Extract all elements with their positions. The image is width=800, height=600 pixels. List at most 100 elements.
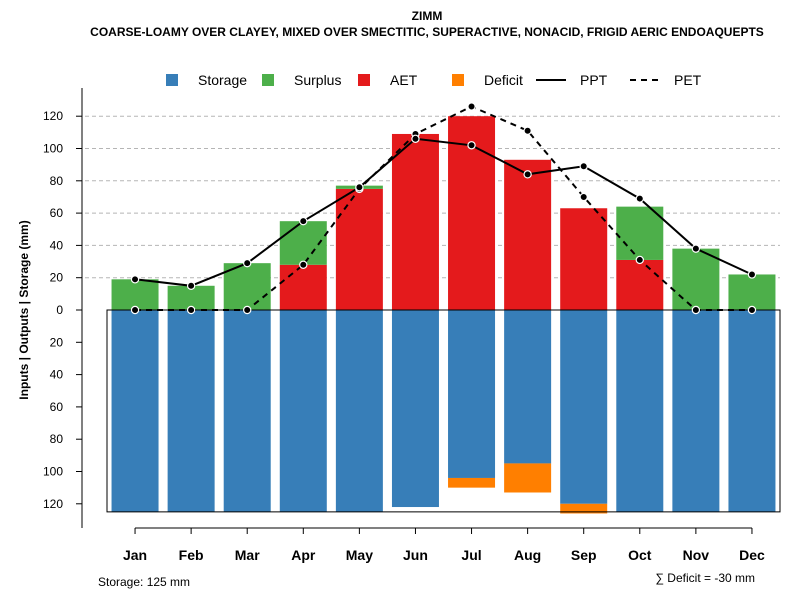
y-tick-label: 40 bbox=[50, 238, 64, 252]
storage-bar-sep bbox=[560, 310, 608, 504]
legend-swatch-aet bbox=[358, 74, 370, 86]
y-tick-label: 100 bbox=[43, 142, 63, 156]
y-tick-label: 100 bbox=[43, 465, 63, 479]
y-tick-label: 20 bbox=[50, 271, 64, 285]
pet-point-nov bbox=[691, 305, 701, 315]
legend-label-deficit: Deficit bbox=[484, 72, 523, 88]
ppt-line bbox=[134, 137, 753, 287]
ppt-point-aug bbox=[523, 170, 532, 179]
chart-title: ZIMM bbox=[412, 9, 443, 23]
storage-bar-oct bbox=[616, 310, 664, 512]
ppt-point-sep bbox=[579, 162, 588, 171]
x-tick-label-oct: Oct bbox=[628, 547, 652, 563]
legend-swatch-deficit bbox=[452, 74, 464, 86]
x-tick-label-may: May bbox=[346, 547, 373, 563]
pet-point-dec bbox=[747, 305, 757, 315]
ppt-point-mar bbox=[243, 258, 252, 268]
aet-bar-oct bbox=[616, 259, 664, 310]
ppt-point-oct bbox=[635, 194, 644, 203]
x-tick-label-mar: Mar bbox=[235, 547, 260, 563]
storage-bar-nov bbox=[672, 310, 720, 512]
legend-item-aet: AET bbox=[358, 72, 418, 88]
y-tick-label: 60 bbox=[50, 206, 64, 220]
pet-point-oct bbox=[635, 255, 644, 265]
y-tick-label: 40 bbox=[50, 368, 64, 382]
surplus-bar-nov bbox=[672, 248, 720, 310]
legend-label-storage: Storage bbox=[198, 72, 247, 88]
ppt-point-jan bbox=[130, 275, 140, 284]
x-tick-label-dec: Dec bbox=[739, 547, 765, 563]
legend-item-pet: PET bbox=[630, 72, 702, 88]
legend-item-surplus: Surplus bbox=[262, 72, 341, 88]
ppt-point-may bbox=[355, 183, 364, 192]
legend-label-ppt: PPT bbox=[580, 72, 608, 88]
ppt-point-dec bbox=[747, 270, 757, 279]
storage-bar-apr bbox=[279, 310, 327, 512]
ppt-point-jul bbox=[467, 141, 476, 150]
legend-item-ppt: PPT bbox=[536, 72, 608, 88]
deficit-bar-sep bbox=[560, 503, 608, 514]
y-axis-label: Inputs | Outputs | Storage (mm) bbox=[17, 220, 31, 399]
pet-point-apr bbox=[299, 260, 308, 269]
deficit-bar-aug bbox=[504, 463, 552, 493]
y-tick-label: 120 bbox=[43, 109, 63, 123]
x-tick-label-sep: Sep bbox=[571, 547, 597, 563]
x-tick-label-feb: Feb bbox=[179, 547, 204, 563]
aet-bar-may bbox=[335, 188, 383, 310]
x-tick-label-nov: Nov bbox=[683, 547, 710, 563]
aet-bar-apr bbox=[279, 264, 327, 310]
storage-bar-aug bbox=[504, 310, 552, 464]
x-axis: Jan Feb Mar Apr May Jun Jul Aug Sep Oct Nov Dec bbox=[123, 527, 765, 563]
y-tick-label: 80 bbox=[50, 432, 64, 446]
storage-bar-mar bbox=[223, 310, 271, 512]
ppt-point-apr bbox=[299, 216, 308, 226]
ppt-point-jun bbox=[411, 134, 420, 144]
legend-label-aet: AET bbox=[390, 72, 418, 88]
chart-subtitle: COARSE-LOAMY OVER CLAYEY, MIXED OVER SME… bbox=[90, 25, 764, 39]
surplus-bar-oct bbox=[616, 206, 664, 260]
legend-item-deficit: Deficit bbox=[452, 72, 523, 88]
legend-item-storage: Storage bbox=[166, 72, 247, 88]
legend-swatch-surplus bbox=[262, 74, 274, 86]
deficit-note: ∑ Deficit = -30 mm bbox=[655, 571, 755, 585]
aet-bar-jun bbox=[391, 133, 439, 310]
aet-bar-sep bbox=[560, 208, 608, 310]
surplus-bar-dec bbox=[728, 274, 776, 310]
pet-point-aug bbox=[523, 126, 532, 135]
aet-bar-aug bbox=[504, 159, 552, 310]
y-axis: 120 100 80 60 40 20 0 20 40 60 80 100 120 bbox=[43, 88, 83, 528]
legend-label-surplus: Surplus bbox=[294, 72, 341, 88]
storage-note: Storage: 125 mm bbox=[98, 575, 190, 589]
ppt-point-nov bbox=[691, 244, 701, 253]
storage-bar-jun bbox=[391, 310, 439, 508]
deficit-bar-jul bbox=[448, 477, 496, 488]
surplus-bar-mar bbox=[223, 263, 271, 310]
pet-point-feb bbox=[186, 305, 196, 315]
chart-legend: Storage Surplus AET Deficit PPT PET bbox=[166, 72, 702, 88]
x-tick-label-jan: Jan bbox=[123, 547, 147, 563]
pet-point-jul bbox=[467, 102, 476, 111]
pet-line bbox=[135, 105, 752, 311]
legend-swatch-storage bbox=[166, 74, 178, 86]
storage-bar-jul bbox=[448, 310, 496, 478]
storage-bar-dec bbox=[728, 310, 776, 512]
storage-bar-feb bbox=[167, 310, 215, 512]
ppt-point-feb bbox=[186, 281, 196, 290]
x-tick-label-apr: Apr bbox=[291, 547, 316, 563]
y-tick-label: 20 bbox=[50, 335, 64, 349]
storage-bar-may bbox=[335, 310, 383, 512]
y-tick-label: 80 bbox=[50, 174, 64, 188]
x-tick-label-jun: Jun bbox=[403, 547, 428, 563]
pet-point-jan bbox=[130, 305, 140, 315]
y-tick-label: 60 bbox=[50, 400, 64, 414]
pet-point-sep bbox=[579, 192, 588, 202]
bars-layer bbox=[111, 116, 776, 514]
lines-layer bbox=[130, 102, 757, 315]
x-tick-label-aug: Aug bbox=[514, 547, 541, 563]
pet-point-mar bbox=[243, 305, 252, 315]
x-tick-label-jul: Jul bbox=[461, 547, 481, 563]
y-tick-label: 120 bbox=[43, 497, 63, 511]
storage-bar-jan bbox=[111, 310, 159, 512]
legend-label-pet: PET bbox=[674, 72, 702, 88]
